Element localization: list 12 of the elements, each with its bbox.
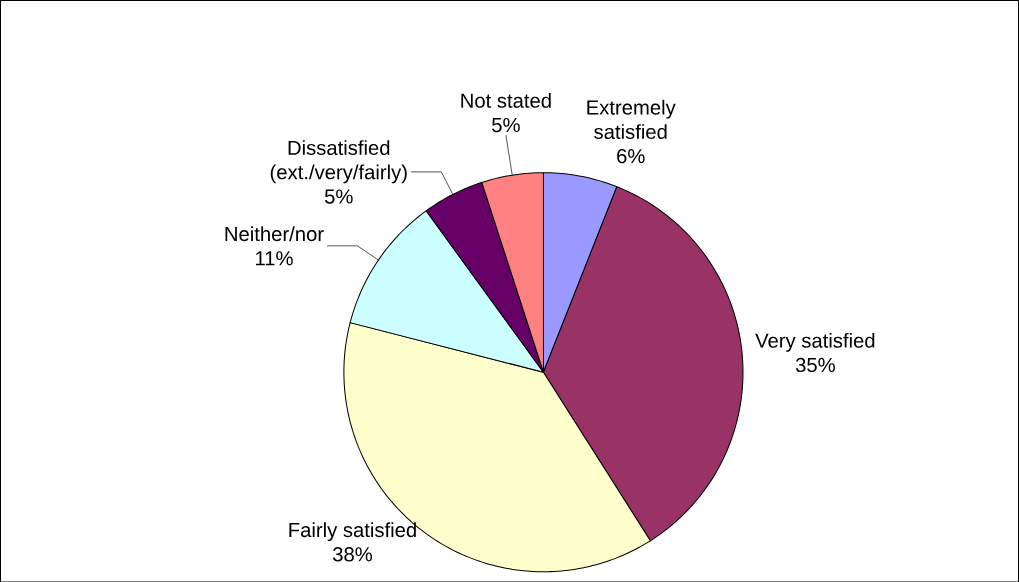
data-label: 5% bbox=[492, 117, 520, 132]
slice-label: Very satisfied bbox=[755, 332, 875, 352]
data-label: 6% bbox=[617, 148, 645, 164]
slice-label: Neither/nor bbox=[225, 226, 324, 241]
slice-label: Extremely satisfied bbox=[587, 99, 676, 139]
data-label: 38% bbox=[332, 546, 373, 562]
slice-label: Dissatisfied (ext./very/fairly) bbox=[270, 139, 407, 184]
data-label: 35% bbox=[795, 357, 835, 372]
slice-label: Not stated bbox=[461, 92, 551, 108]
data-label: 5% bbox=[324, 189, 353, 204]
slice-label: Fairly satisfied bbox=[289, 522, 416, 541]
data-label: 11% bbox=[256, 251, 293, 266]
